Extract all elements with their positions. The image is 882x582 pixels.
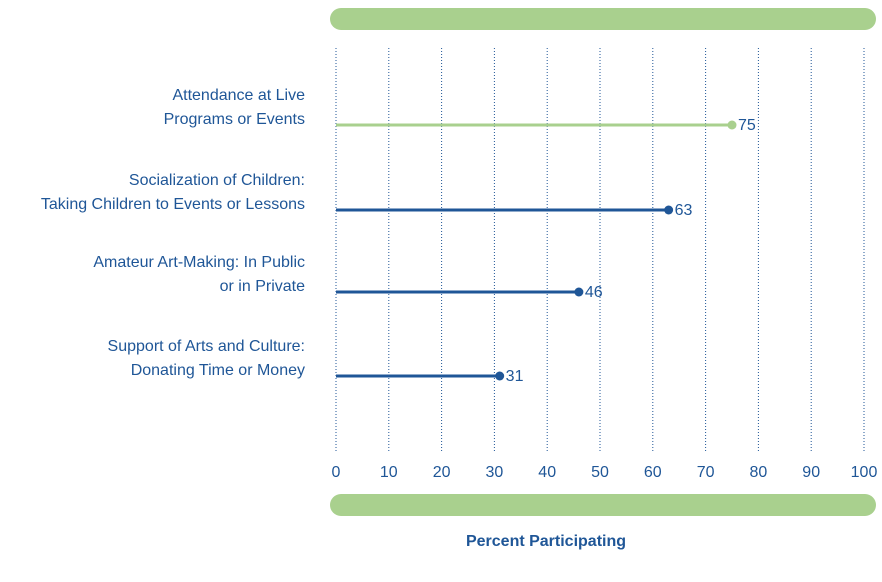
category-label: Programs or Events (164, 111, 305, 128)
x-tick-label: 70 (697, 464, 715, 481)
x-tick-label: 0 (332, 464, 341, 481)
x-tick-label: 50 (591, 464, 609, 481)
category-label: or in Private (220, 278, 305, 295)
category-label: Socialization of Children: (129, 172, 305, 189)
dot (664, 205, 674, 215)
dot (495, 371, 505, 381)
x-tick-label: 80 (750, 464, 768, 481)
x-tick-label: 20 (433, 464, 451, 481)
x-tick-label: 30 (486, 464, 504, 481)
value-label: 63 (675, 202, 693, 219)
x-tick-label: 100 (851, 464, 878, 481)
category-label: Amateur Art-Making: In Public (93, 254, 305, 271)
category-label: Donating Time or Money (131, 362, 305, 379)
value-label: 31 (506, 368, 524, 385)
value-label: 46 (585, 284, 603, 301)
dot (574, 287, 584, 297)
x-tick-label: 40 (538, 464, 556, 481)
x-tick-label: 10 (380, 464, 398, 481)
category-label: Taking Children to Events or Lessons (41, 196, 305, 213)
category-label: Attendance at Live (172, 87, 305, 104)
x-axis-label: Percent Participating (466, 533, 626, 550)
dot (727, 120, 737, 130)
value-label: 75 (738, 117, 756, 134)
x-tick-label: 90 (802, 464, 820, 481)
category-label: Support of Arts and Culture: (108, 338, 305, 355)
bottom-band (330, 494, 876, 516)
x-tick-label: 60 (644, 464, 662, 481)
top-band (330, 8, 876, 30)
